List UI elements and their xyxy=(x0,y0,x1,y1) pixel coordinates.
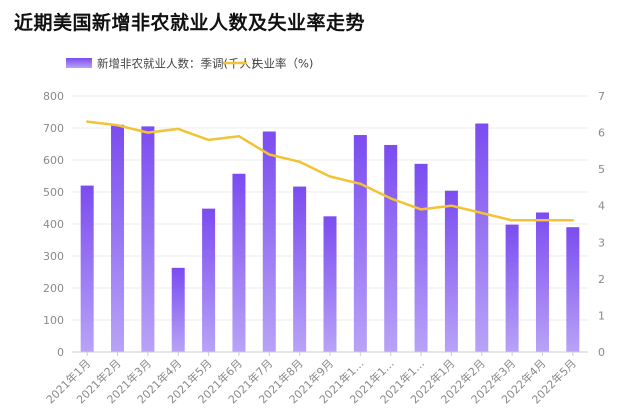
y-left-tick-label: 600 xyxy=(43,154,64,167)
line-point xyxy=(177,127,180,131)
line-point xyxy=(268,153,271,156)
bar-series xyxy=(80,123,580,353)
line-point xyxy=(450,204,453,207)
y-right-tick-label: 7 xyxy=(598,90,605,103)
bar xyxy=(414,163,428,352)
x-axis: 2021年1月2021年2月2021年3月2021年4月2021年5月2021年… xyxy=(43,351,588,406)
y-right-tick-label: 5 xyxy=(598,163,605,176)
line-series xyxy=(85,120,575,222)
line-point xyxy=(419,208,423,211)
bar xyxy=(202,208,216,352)
chart-title: 近期美国新增非农就业人数及失业率走势 xyxy=(14,12,366,34)
unemployment-line xyxy=(87,120,573,222)
line-point xyxy=(541,219,544,222)
y-axis-right: 0 1 2 3 4 5 6 7 xyxy=(598,90,605,359)
legend-bar-swatch xyxy=(66,58,92,68)
y-left-tick-label: 200 xyxy=(43,282,64,295)
line-point xyxy=(480,211,483,215)
bar xyxy=(323,216,337,352)
y-axis-left: 0 100 200 300 400 500 600 700 800 xyxy=(43,90,64,359)
line-point xyxy=(328,175,332,178)
line-point xyxy=(85,120,89,123)
y-left-tick-label: 0 xyxy=(57,346,64,359)
y-right-tick-label: 3 xyxy=(598,236,605,249)
bar xyxy=(171,267,185,352)
bar xyxy=(444,190,458,352)
line-point xyxy=(389,197,392,200)
y-left-tick-label: 400 xyxy=(43,218,64,231)
bar xyxy=(475,123,489,353)
y-right-tick-label: 1 xyxy=(598,309,605,322)
bar xyxy=(262,131,276,352)
legend-bar-label: 新增非农就业人数：季调(千人) xyxy=(97,57,255,71)
bar xyxy=(353,135,367,352)
bar xyxy=(111,124,125,352)
y-left-tick-label: 800 xyxy=(43,90,64,103)
bar xyxy=(535,212,549,352)
bar xyxy=(505,224,519,352)
y-left-tick-label: 500 xyxy=(43,186,64,199)
y-left-tick-label: 100 xyxy=(43,314,64,327)
line-point xyxy=(510,219,514,222)
bar xyxy=(293,186,307,352)
bar xyxy=(80,185,94,352)
line-point xyxy=(571,219,575,222)
y-right-tick-label: 6 xyxy=(598,127,605,140)
line-point xyxy=(116,124,119,127)
bar xyxy=(566,227,580,352)
y-right-tick-label: 4 xyxy=(598,200,605,213)
y-right-tick-label: 0 xyxy=(598,346,605,359)
line-point xyxy=(237,135,241,138)
legend-line-label: 失业率（%) xyxy=(252,57,313,71)
line-point xyxy=(359,182,362,185)
bar xyxy=(232,173,246,352)
bar xyxy=(141,126,155,353)
y-left-tick-label: 300 xyxy=(43,250,64,263)
line-point xyxy=(207,138,210,142)
bar xyxy=(384,144,398,352)
legend[interactable]: 新增非农就业人数：季调(千人) 失业率（%) xyxy=(66,57,313,71)
line-point xyxy=(146,131,150,134)
y-right-tick-label: 2 xyxy=(598,273,605,286)
y-left-tick-label: 700 xyxy=(43,122,64,135)
line-point xyxy=(298,160,301,164)
